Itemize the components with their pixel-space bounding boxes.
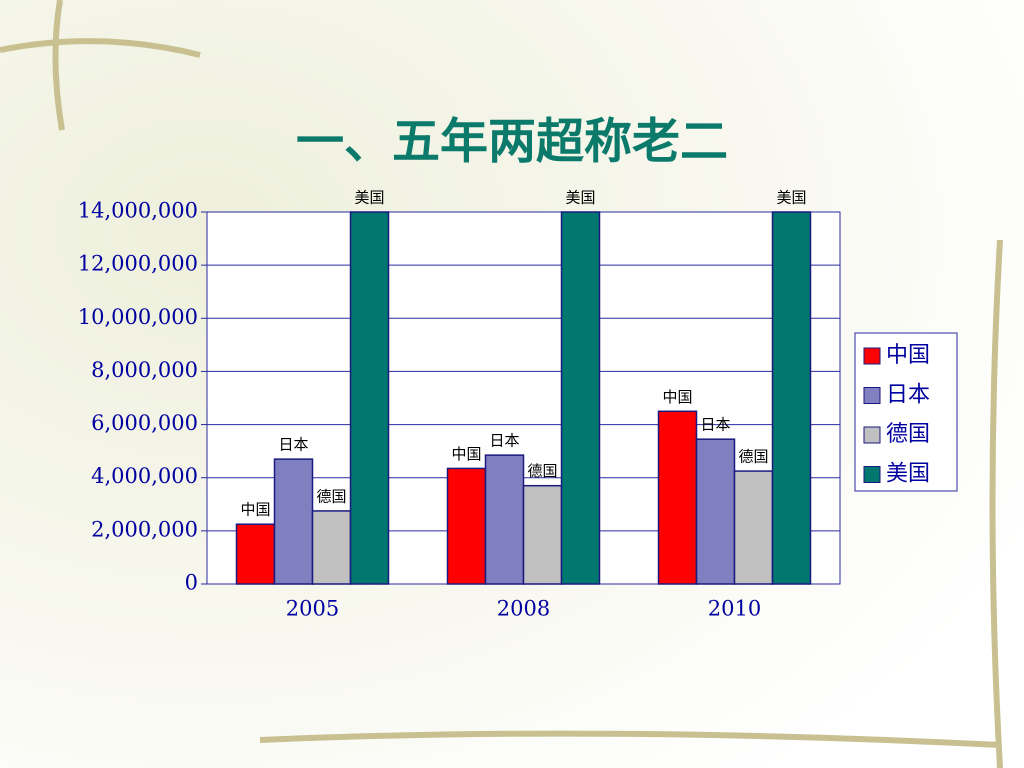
y-tick-label: 0 xyxy=(185,571,198,595)
bar-label: 中国 xyxy=(662,388,692,406)
y-tick-label: 14,000,000 xyxy=(78,199,198,223)
bar-label: 美国 xyxy=(776,189,806,207)
bar xyxy=(235,523,276,585)
legend-swatch xyxy=(863,466,881,483)
y-tick-label: 6,000,000 xyxy=(91,411,198,435)
bar xyxy=(349,211,390,585)
bar xyxy=(311,510,352,585)
bar-label: 美国 xyxy=(354,189,384,207)
y-tick-label: 8,000,000 xyxy=(91,358,198,382)
bar xyxy=(733,470,774,585)
bar-label: 德国 xyxy=(316,487,346,505)
bar xyxy=(560,211,601,585)
bar-label: 德国 xyxy=(738,448,768,466)
legend-swatch xyxy=(863,347,881,365)
bar-label: 中国 xyxy=(451,445,481,463)
bar-label: 德国 xyxy=(527,462,557,480)
legend-swatch xyxy=(863,387,881,404)
x-tick-label: 2010 xyxy=(708,597,761,621)
legend-label: 德国 xyxy=(886,422,930,447)
y-tick-label: 2,000,000 xyxy=(91,517,198,541)
bar xyxy=(771,211,812,585)
legend-label: 美国 xyxy=(886,462,930,487)
y-tick-label: 4,000,000 xyxy=(91,464,198,488)
x-tick-label: 2005 xyxy=(286,597,339,621)
legend-label: 日本 xyxy=(886,383,930,408)
bar xyxy=(484,454,525,585)
bar-label: 中国 xyxy=(240,501,270,519)
bar-label: 日本 xyxy=(489,432,519,450)
bar-label: 日本 xyxy=(700,416,730,434)
bar xyxy=(522,484,563,585)
bar xyxy=(695,438,736,585)
x-tick-label: 2008 xyxy=(497,597,550,621)
y-tick-label: 10,000,000 xyxy=(78,305,198,329)
bar-label: 日本 xyxy=(278,436,308,454)
bar-label: 美国 xyxy=(565,189,595,207)
decoration xyxy=(0,0,1003,768)
legend-swatch xyxy=(863,426,881,444)
y-tick-label: 12,000,000 xyxy=(78,252,198,276)
bar xyxy=(273,458,314,585)
chart-title: 一、五年两超称老二 xyxy=(296,114,728,170)
bar xyxy=(446,467,487,585)
legend-label: 中国 xyxy=(886,343,930,368)
bar xyxy=(657,410,698,585)
